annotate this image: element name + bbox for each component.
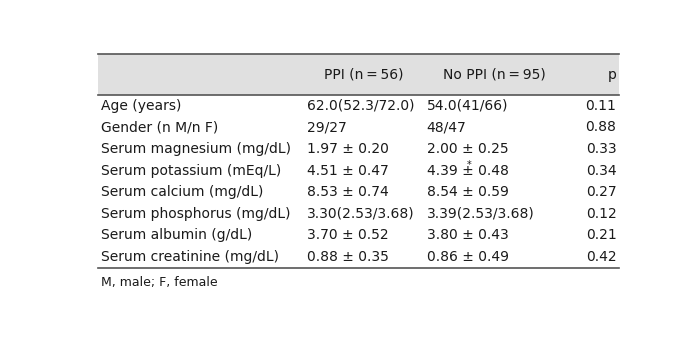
Text: Gender (n M/n F): Gender (n M/n F)	[101, 120, 218, 134]
Text: 0.27: 0.27	[586, 185, 617, 199]
Bar	[98, 54, 619, 95]
Text: 0.34: 0.34	[586, 163, 617, 177]
Text: 1.97 ± 0.20: 1.97 ± 0.20	[307, 142, 389, 156]
Text: 3.39(2.53/3.68): 3.39(2.53/3.68)	[426, 207, 534, 221]
Text: No PPI (n = 95): No PPI (n = 95)	[443, 68, 546, 82]
Text: Age (years): Age (years)	[101, 99, 181, 113]
Text: 48/47: 48/47	[426, 120, 466, 134]
Text: Serum phosphorus (mg/dL): Serum phosphorus (mg/dL)	[101, 207, 290, 221]
Text: Serum magnesium (mg/dL): Serum magnesium (mg/dL)	[101, 142, 291, 156]
Text: 0.21: 0.21	[586, 228, 617, 242]
Text: 0.86 ± 0.49: 0.86 ± 0.49	[426, 250, 509, 264]
Text: Serum calcium (mg/dL): Serum calcium (mg/dL)	[101, 185, 263, 199]
Text: 3.30(2.53/3.68): 3.30(2.53/3.68)	[307, 207, 415, 221]
Text: p: p	[608, 68, 617, 82]
Text: 29/27: 29/27	[307, 120, 347, 134]
Text: 0.33: 0.33	[586, 142, 617, 156]
Text: 3.70 ± 0.52: 3.70 ± 0.52	[307, 228, 389, 242]
Text: 2.00 ± 0.25: 2.00 ± 0.25	[426, 142, 508, 156]
Text: 0.88: 0.88	[586, 120, 617, 134]
Text: 0.88 ± 0.35: 0.88 ± 0.35	[307, 250, 389, 264]
Text: Serum potassium (mEq/L): Serum potassium (mEq/L)	[101, 163, 281, 177]
Text: *: *	[467, 160, 472, 170]
Text: Serum creatinine (mg/dL): Serum creatinine (mg/dL)	[101, 250, 279, 264]
Text: 8.54 ± 0.59: 8.54 ± 0.59	[426, 185, 508, 199]
Text: 4.39 ± 0.48: 4.39 ± 0.48	[426, 163, 508, 177]
Text: 54.0(41/66): 54.0(41/66)	[426, 99, 508, 113]
Text: Serum albumin (g/dL): Serum albumin (g/dL)	[101, 228, 252, 242]
Text: M, male; F, female: M, male; F, female	[101, 276, 218, 289]
Text: 0.12: 0.12	[586, 207, 617, 221]
Text: 3.80 ± 0.43: 3.80 ± 0.43	[426, 228, 508, 242]
Text: 4.51 ± 0.47: 4.51 ± 0.47	[307, 163, 389, 177]
Text: 0.42: 0.42	[586, 250, 617, 264]
Text: 8.53 ± 0.74: 8.53 ± 0.74	[307, 185, 389, 199]
Text: 62.0(52.3/72.0): 62.0(52.3/72.0)	[307, 99, 414, 113]
Text: PPI (n = 56): PPI (n = 56)	[324, 68, 404, 82]
Text: 0.11: 0.11	[586, 99, 617, 113]
